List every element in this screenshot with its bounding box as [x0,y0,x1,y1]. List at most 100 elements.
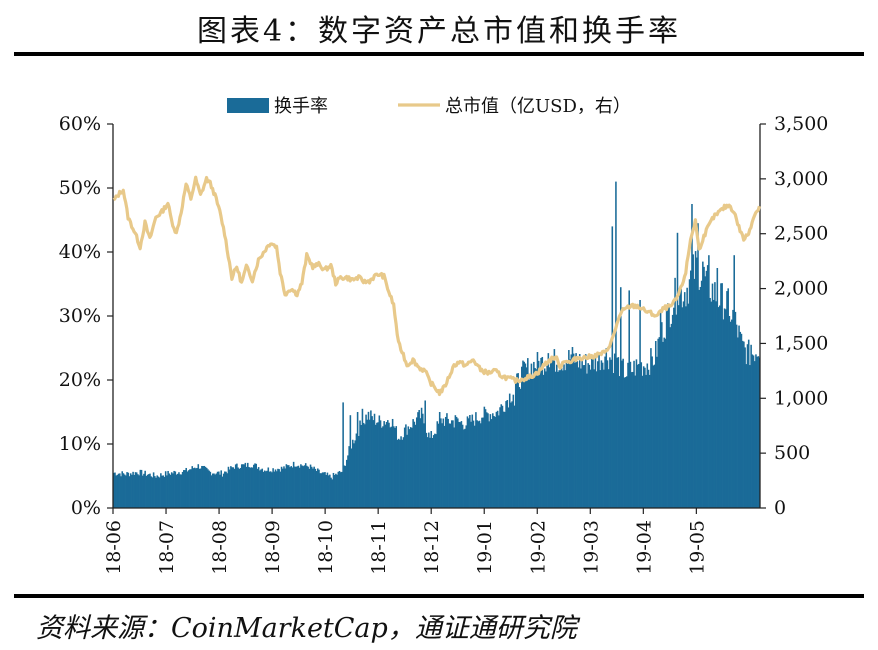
turnover-bar [652,365,655,508]
turnover-bar [343,465,346,508]
turnover-bar [279,471,282,508]
turnover-bar [708,255,710,508]
turnover-bar [400,436,402,508]
turnover-bar [633,360,635,508]
turnover-bar [511,401,513,508]
turnover-bar [237,467,239,508]
turnover-bar [588,364,591,508]
turnover-bar [694,251,697,508]
turnover-bar [516,373,518,508]
turnover-bar [161,475,163,508]
turnover-bar [674,277,676,508]
turnover-bar [679,291,681,508]
turnover-bar [382,426,384,508]
turnover-bar [204,466,207,508]
x-tick-label: 18-07 [156,520,178,575]
turnover-bar [368,419,371,508]
turnover-bar [408,429,411,508]
turnover-bar [485,412,488,508]
turnover-bar [635,359,638,508]
turnover-bar [215,473,218,508]
turnover-bar [139,469,142,508]
left-tick-label: 20% [59,369,101,391]
turnover-bar [478,420,481,508]
turnover-bar [438,412,441,508]
turnover-bar [304,463,307,508]
turnover-bar [710,301,713,508]
turnover-bar [278,469,280,508]
turnover-bar [180,474,183,508]
turnover-bar [226,473,229,508]
turnover-bar [432,435,435,508]
tick-labels: 0% 10% 20% 30% 40% 50% 60% 0 500 1,000 1,500 2,000 2… [59,113,829,575]
turnover-bar [199,468,202,508]
turnover-bar [273,471,276,508]
turnover-bar [703,266,705,508]
market-cap-line [112,175,761,397]
turnover-bar [663,337,665,508]
turnover-bars [113,181,761,509]
turnover-bar [697,223,699,508]
turnover-bar [611,226,614,508]
turnover-bar [533,361,535,508]
turnover-bar [662,341,664,508]
turnover-bar [175,474,178,508]
turnover-bar [319,473,321,508]
turnover-bar [714,282,716,508]
turnover-bar [211,473,214,508]
turnover-bar [618,376,621,508]
turnover-bar [574,362,576,508]
turnover-bar [240,464,243,508]
turnover-bar [347,455,349,508]
turnover-bar [578,354,581,508]
turnover-bar [324,472,326,508]
turnover-bar [132,471,134,508]
turnover-bar [683,292,686,508]
turnover-bar [446,413,448,508]
turnover-bar [297,465,300,508]
turnover-bar [745,364,748,508]
turnover-bar [572,353,575,508]
turnover-bar [741,340,744,508]
turnover-bar [350,448,353,508]
turnover-bar [599,370,602,508]
turnover-bar [659,309,662,508]
turnover-bar [645,374,647,508]
turnover-bar [372,420,375,508]
x-tick-label: 19-04 [633,520,655,575]
turnover-bar [184,470,186,508]
turnover-bar [335,473,337,508]
turnover-bar [123,474,126,508]
turnover-bar [639,300,641,508]
turnover-bar [709,297,711,508]
turnover-bar [450,420,453,508]
turnover-bar [401,439,404,508]
turnover-bar [157,476,160,508]
turnover-bar [483,406,486,508]
turnover-bar [581,359,583,508]
turnover-bar [428,432,430,508]
turnover-bar [209,471,212,508]
turnover-bar [225,471,227,508]
turnover-bar [479,423,482,508]
turnover-bar [700,280,703,508]
turnover-bar [431,437,434,508]
turnover-bar [249,467,251,508]
turnover-bar [251,467,254,508]
turnover-bar [654,341,657,508]
turnover-bar [535,369,538,508]
turnover-bar [454,415,457,508]
turnover-bar [566,363,569,508]
turnover-bar [514,382,517,508]
turnover-bar [531,377,534,508]
turnover-bar [397,438,400,508]
turnover-bar [740,333,743,508]
turnover-bar [352,439,354,508]
turnover-bar [388,422,390,508]
turnover-bar [513,405,516,508]
turnover-bar [228,469,231,508]
turnover-bar [203,465,206,508]
turnover-bar [699,286,702,508]
turnover-bar [469,415,471,508]
